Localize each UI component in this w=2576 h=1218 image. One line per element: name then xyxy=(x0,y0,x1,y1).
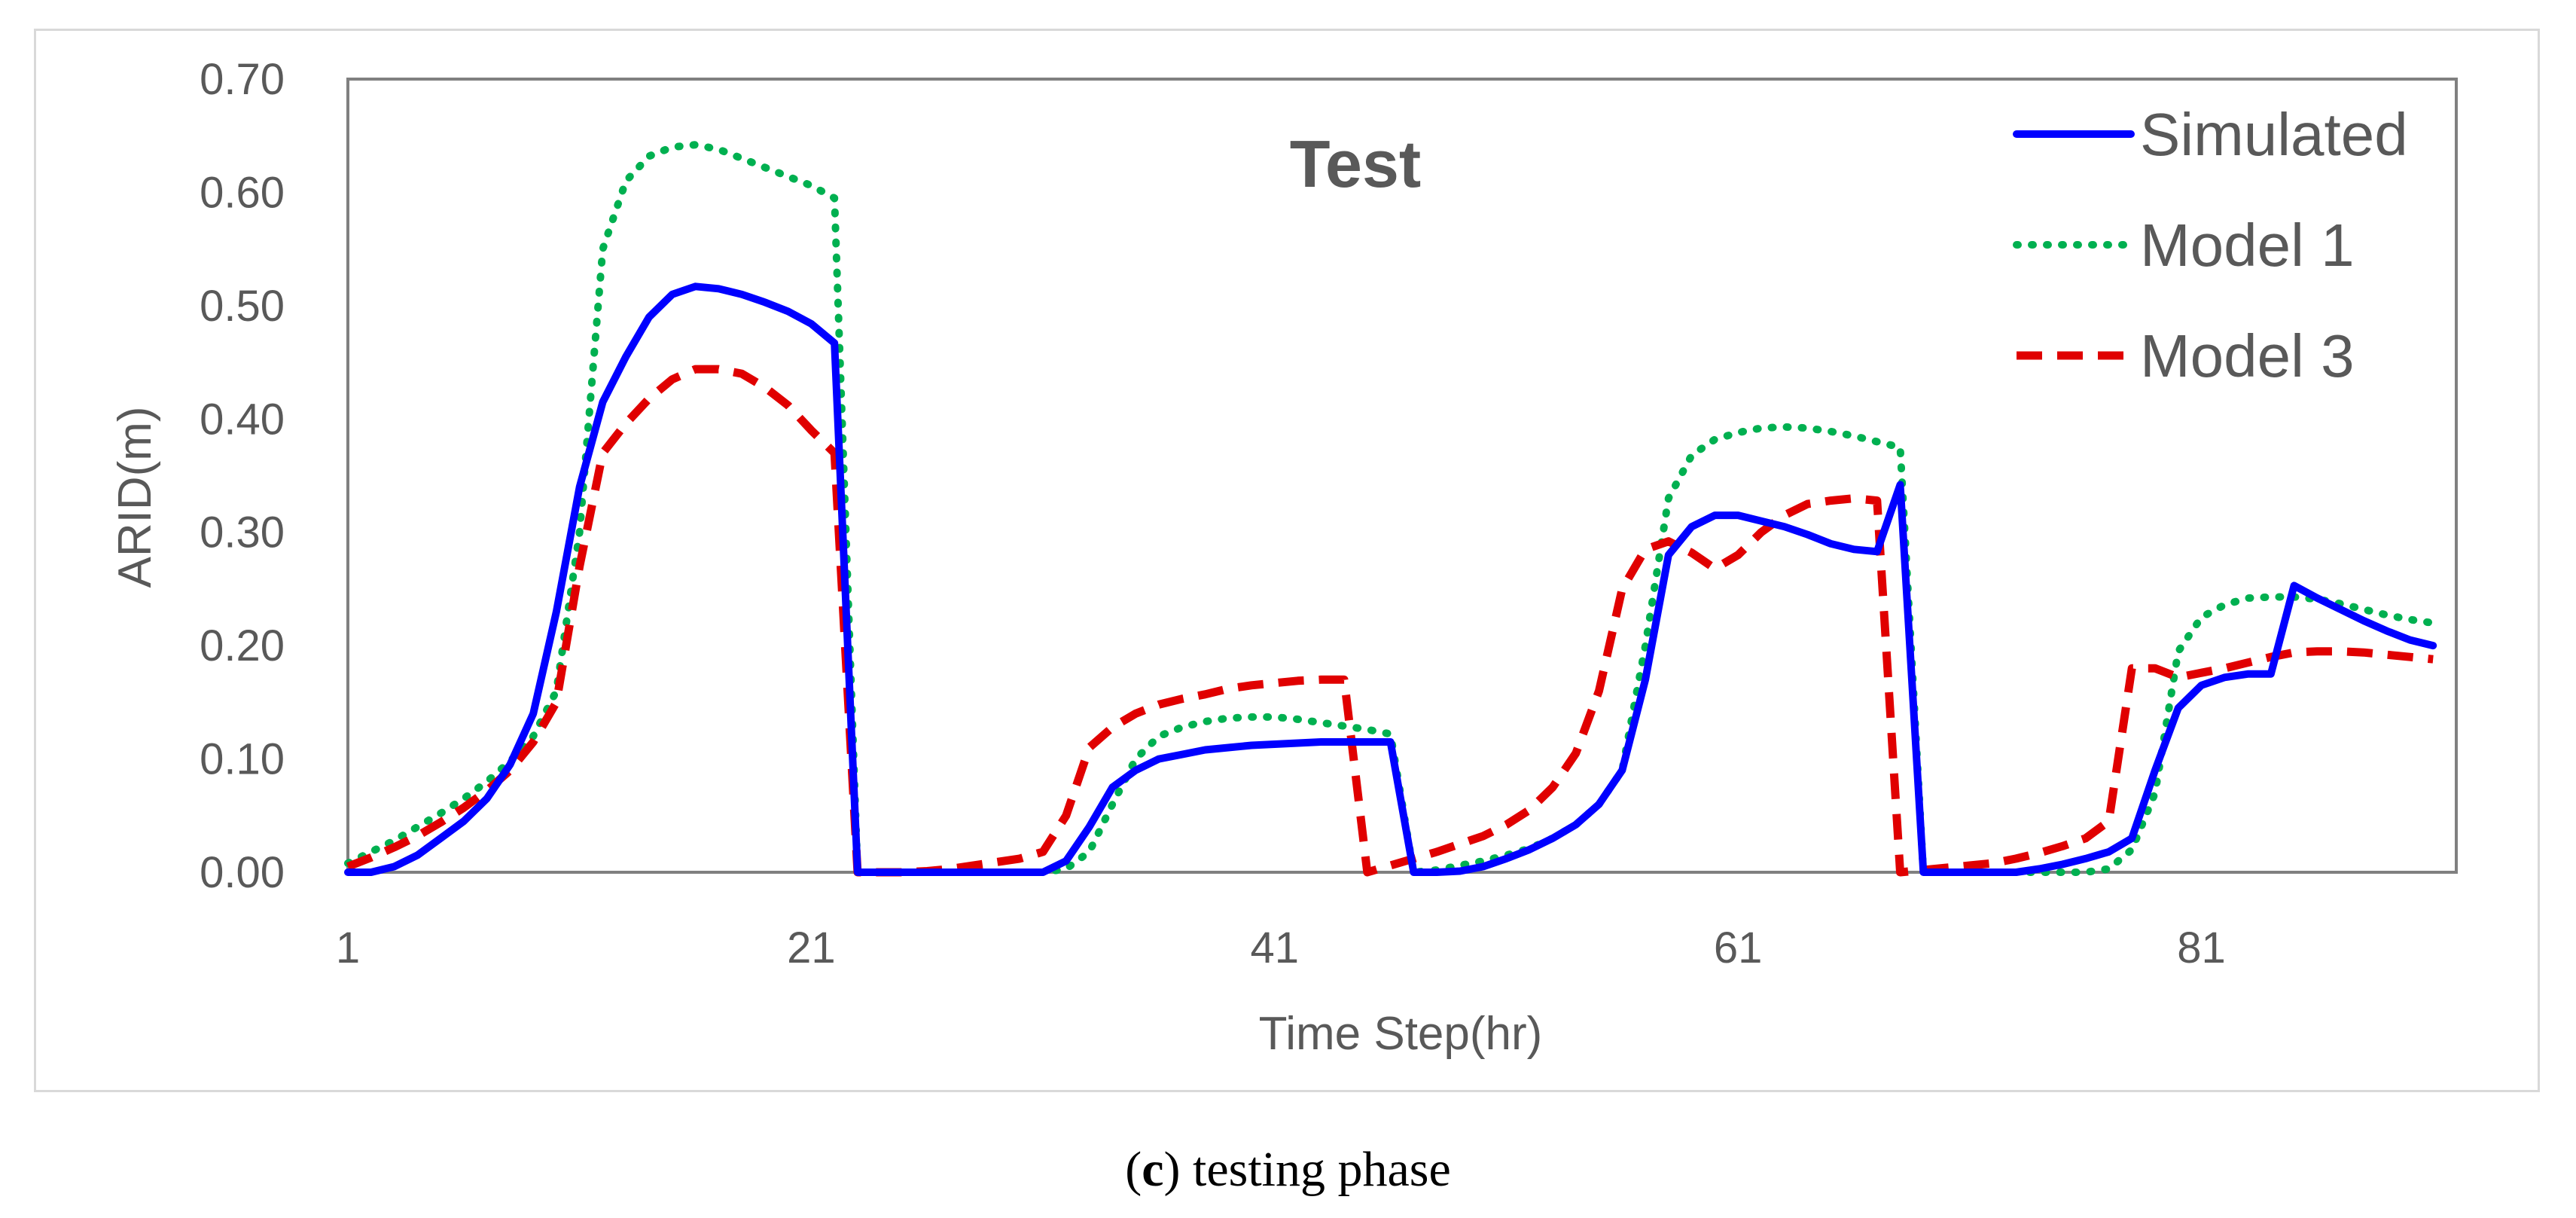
chart-title: Test xyxy=(1290,127,1421,201)
x-tick-label: 81 xyxy=(2177,923,2226,972)
legend-label: Model 1 xyxy=(2140,212,2355,279)
series-line-simulated xyxy=(344,282,2437,876)
x-axis-title: Time Step(hr) xyxy=(1259,1008,1543,1060)
x-tick-label: 1 xyxy=(336,923,360,972)
series-layer xyxy=(344,141,2437,877)
y-tick-label: 0.00 xyxy=(200,848,285,897)
x-axis-ticks: 1 21 41 61 81 xyxy=(336,923,2226,972)
x-tick-label: 21 xyxy=(787,923,836,972)
y-tick-label: 0.20 xyxy=(200,621,285,670)
plot-border xyxy=(346,78,2458,874)
y-tick-label: 0.60 xyxy=(200,168,285,217)
series-line-model-3 xyxy=(346,365,2434,877)
y-tick-label: 0.40 xyxy=(200,395,285,444)
x-tick-label: 61 xyxy=(1714,923,1763,972)
y-tick-label: 0.10 xyxy=(200,735,285,784)
y-tick-label: 0.70 xyxy=(200,55,285,104)
y-axis-title: ARID(m) xyxy=(109,406,161,588)
figure-caption: (c) testing phase xyxy=(1125,1142,1451,1197)
caption-label: c xyxy=(1142,1142,1164,1197)
legend-label: Model 3 xyxy=(2140,322,2355,389)
x-tick-label: 41 xyxy=(1251,923,1300,972)
y-axis-ticks: 0.00 0.10 0.20 0.30 0.40 0.50 0.60 0.70 xyxy=(200,55,285,897)
caption-text: testing phase xyxy=(1180,1142,1451,1197)
legend: Simulated Model 1 Model 3 xyxy=(2013,101,2408,389)
y-tick-label: 0.30 xyxy=(200,508,285,557)
y-tick-label: 0.50 xyxy=(200,282,285,331)
plot-area xyxy=(346,78,2458,874)
legend-label: Simulated xyxy=(2140,101,2408,168)
series-line-model-1 xyxy=(344,141,2437,876)
chart-frame xyxy=(34,29,2540,1092)
